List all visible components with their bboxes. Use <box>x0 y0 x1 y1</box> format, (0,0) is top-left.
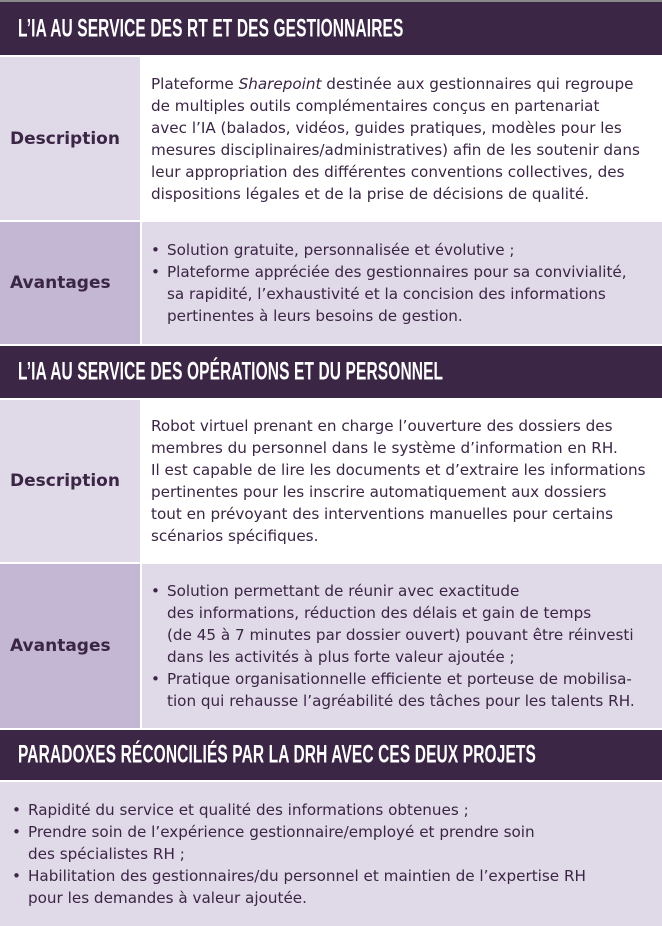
text-line: pertinentes à leurs besoins de gestion. <box>167 307 463 325</box>
text-line: Solution permettant de réunir avec exact… <box>167 582 520 600</box>
text-line: mesures disciplinaires/administratives) … <box>151 140 640 159</box>
list-item: Prendre soin de l’expérience gestionnair… <box>12 821 662 865</box>
text-line: Habilitation des gestionnaires/du person… <box>28 867 586 885</box>
text-line: avec l’IA (balados, vidéos, guides prati… <box>151 118 622 137</box>
section-header-1: L’IA AU SERVICE DES RT ET DES GESTIONNAI… <box>0 2 662 55</box>
text-line: pour les demandes à valeur ajoutée. <box>28 889 307 907</box>
text-line: Rapidité du service et qualité des infor… <box>28 801 469 819</box>
description-text: Robot virtuel prenant en charge l’ouvert… <box>142 400 662 562</box>
text-line: Robot virtuel prenant en charge l’ouvert… <box>151 417 613 435</box>
section-header-2: L’IA AU SERVICE DES OPÉRATIONS ET DU PER… <box>0 346 662 398</box>
advantages-row-1: Avantages Solution gratuite, personnalis… <box>0 222 662 344</box>
description-row-2: Description Robot virtuel prenant en cha… <box>0 400 662 562</box>
text-line: des spécialistes RH ; <box>28 845 185 863</box>
section-title: L’IA AU SERVICE DES RT ET DES GESTIONNAI… <box>18 14 404 42</box>
text-line: sa rapidité, l’exhaustivité et la concis… <box>167 285 606 303</box>
text-line: dispositions légales et de la prise de d… <box>151 184 590 203</box>
list-item: Rapidité du service et qualité des infor… <box>12 799 662 821</box>
list-item: Solution gratuite, personnalisée et évol… <box>151 239 662 261</box>
section-title: L’IA AU SERVICE DES OPÉRATIONS ET DU PER… <box>18 357 444 386</box>
text-line: tout en prévoyant des interventions manu… <box>151 505 614 523</box>
text-line: Pratique organisationnelle efficiente et… <box>167 670 632 688</box>
text-line: de multiples outils complémentaires conç… <box>151 96 600 115</box>
text-line: leur appropriation des différentes conve… <box>151 162 625 181</box>
list-item: Pratique organisationnelle efficiente et… <box>151 668 662 712</box>
advantages-list: Solution permettant de réunir avec exact… <box>142 564 662 728</box>
text-line: dans les activités à plus forte valeur a… <box>167 648 515 666</box>
description-text: Plateforme Sharepoint destinée aux gesti… <box>142 57 662 220</box>
row-label: Avantages <box>0 564 140 728</box>
text-line: tion qui rehausse l’agréabilité des tâch… <box>167 692 635 710</box>
text-line: Solution gratuite, personnalisée et évol… <box>167 241 515 259</box>
text-line: Prendre soin de l’expérience gestionnair… <box>28 823 535 841</box>
row-label: Description <box>0 57 140 220</box>
row-label: Description <box>0 400 140 562</box>
text-line: scénarios spécifiques. <box>151 527 319 545</box>
text-line: Plateforme appréciée des gestionnaires p… <box>167 263 627 281</box>
advantages-row-2: Avantages Solution permettant de réunir … <box>0 564 662 728</box>
text-line: pertinentes pour les inscrire automatiqu… <box>151 483 607 501</box>
row-label: Avantages <box>0 222 140 344</box>
list-item: Plateforme appréciée des gestionnaires p… <box>151 261 662 327</box>
section-title: PARADOXES RÉCONCILIÉS PAR LA DRH AVEC CE… <box>18 740 536 769</box>
text-line: Il est capable de lire les documents et … <box>151 461 646 479</box>
list-item: Solution permettant de réunir avec exact… <box>151 580 662 668</box>
text-line: (de 45 à 7 minutes par dossier ouvert) p… <box>167 626 634 644</box>
list-item: Habilitation des gestionnaires/du person… <box>12 865 662 909</box>
text-line: membres du personnel dans le système d’i… <box>151 439 618 457</box>
paradoxes-list: Rapidité du service et qualité des infor… <box>0 782 662 926</box>
description-row-1: Description Plateforme Sharepoint destin… <box>0 57 662 220</box>
text-line: des informations, réduction des délais e… <box>167 604 592 622</box>
section-header-3: PARADOXES RÉCONCILIÉS PAR LA DRH AVEC CE… <box>0 730 662 780</box>
advantages-list: Solution gratuite, personnalisée et évol… <box>142 222 662 344</box>
